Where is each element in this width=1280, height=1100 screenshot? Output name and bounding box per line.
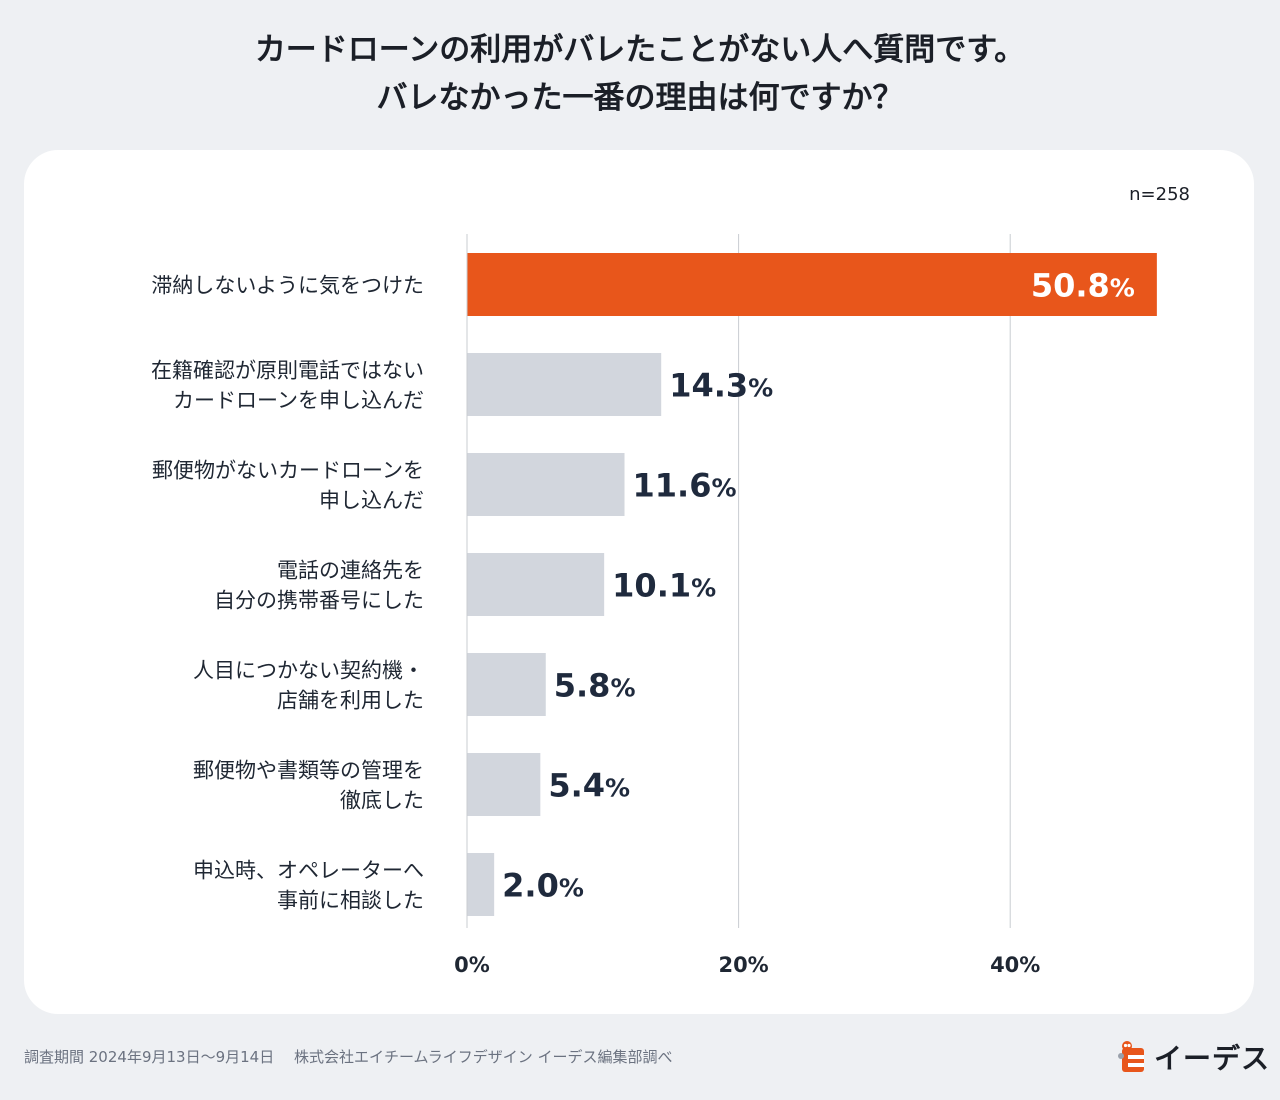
category-label: 自分の携帯番号にした xyxy=(214,589,424,613)
category-label: 滞納しないように気をつけた xyxy=(151,274,424,298)
chart-title: カードローンの利用がバレたことがない人へ質問です。 バレなかった一番の理由は何で… xyxy=(0,26,1280,122)
sample-size-label: n=258 xyxy=(1129,184,1190,205)
category-label: 申し込んだ xyxy=(319,489,424,513)
bar xyxy=(467,353,662,416)
chart-title-line-2: バレなかった一番の理由は何ですか？ xyxy=(376,80,904,116)
bar xyxy=(467,253,1157,316)
bar xyxy=(467,553,605,616)
bar xyxy=(467,753,541,816)
chart-title-line-1: カードローンの利用がバレたことがない人へ質問です。 xyxy=(254,32,1026,68)
logo-text: イーデス xyxy=(1154,1042,1271,1075)
category-label: カードローンを申し込んだ xyxy=(173,389,424,413)
value-label: 5.4% xyxy=(548,767,630,805)
category-label: 郵便物や書類等の管理を xyxy=(193,759,424,783)
category-label: 電話の連絡先を xyxy=(277,559,424,583)
category-label: 事前に相談した xyxy=(277,889,424,913)
x-tick-label: 40% xyxy=(990,953,1040,977)
value-label: 50.8% xyxy=(1031,267,1135,305)
bar xyxy=(467,453,625,516)
category-label: 在籍確認が原則電話ではない xyxy=(151,359,424,383)
value-label: 10.1% xyxy=(612,567,716,605)
bar xyxy=(467,853,495,916)
bar xyxy=(467,653,546,716)
value-label: 5.8% xyxy=(554,667,636,705)
category-label: 人目につかない契約機・ xyxy=(193,659,424,683)
value-label: 2.0% xyxy=(502,867,584,905)
category-label: 申込時、オペレーターへ xyxy=(193,859,424,883)
value-label: 11.6% xyxy=(633,467,737,505)
x-tick-label: 0% xyxy=(454,953,490,977)
brand-logo: イーデス xyxy=(1118,1038,1270,1076)
logo-mascot-icon xyxy=(1118,1040,1146,1074)
survey-note: 調査期間 2024年9月13日〜9月14日 株式会社エイチームライフデザイン イ… xyxy=(24,1048,673,1066)
category-label: 郵便物がないカードローンを xyxy=(152,459,424,483)
category-label: 店舗を利用した xyxy=(277,689,424,713)
value-label: 14.3% xyxy=(669,367,773,405)
category-label: 徹底した xyxy=(340,789,424,813)
x-tick-label: 20% xyxy=(718,953,768,977)
